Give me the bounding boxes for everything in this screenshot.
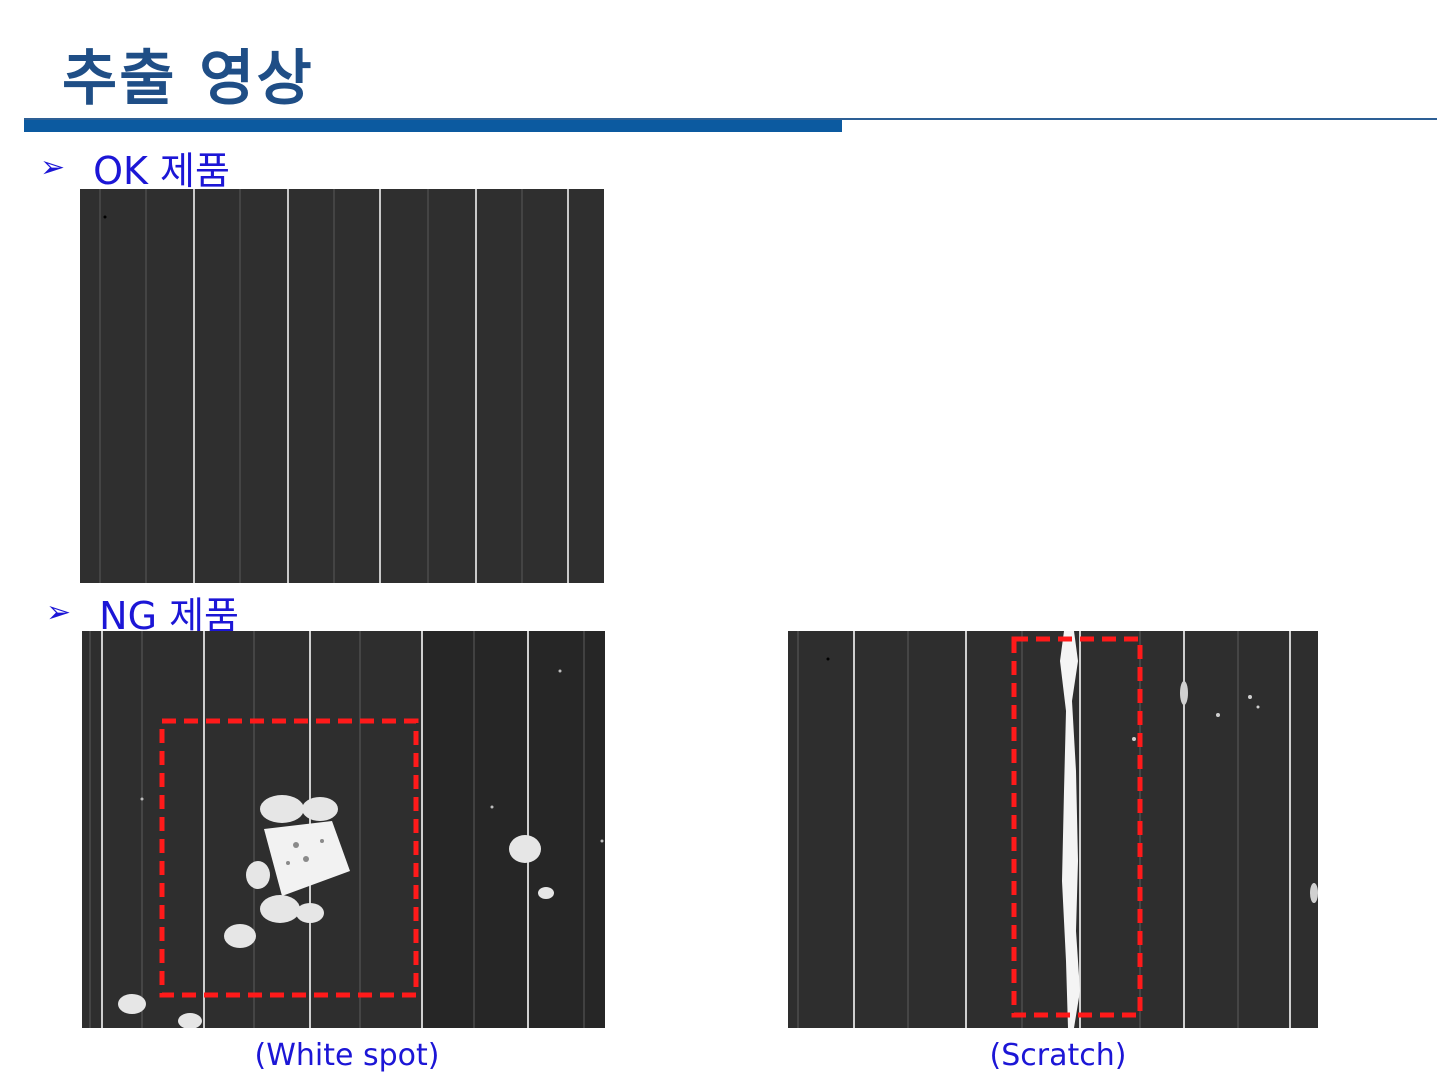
- arrow-bullet-icon: ➢: [40, 150, 66, 185]
- ng-scratch-caption: (Scratch): [989, 1038, 1127, 1073]
- ng-section-heading: ➢ NG 제품: [46, 585, 239, 640]
- arrow-bullet-icon: ➢: [46, 595, 72, 630]
- ok-section-heading: ➢ OK 제품: [40, 140, 230, 195]
- ok-section-label: OK 제품: [93, 149, 230, 193]
- ng-section-label: NG 제품: [99, 594, 240, 638]
- page-title: 추출 영상: [62, 44, 314, 114]
- header-divider-accent: [24, 120, 842, 132]
- ng-white-spot-caption: (White spot): [254, 1038, 440, 1073]
- ng-white-spot-image: [82, 631, 605, 1028]
- ng-scratch-image: [788, 631, 1318, 1028]
- ok-product-image: [80, 189, 604, 583]
- header-divider-thin: [24, 118, 1437, 120]
